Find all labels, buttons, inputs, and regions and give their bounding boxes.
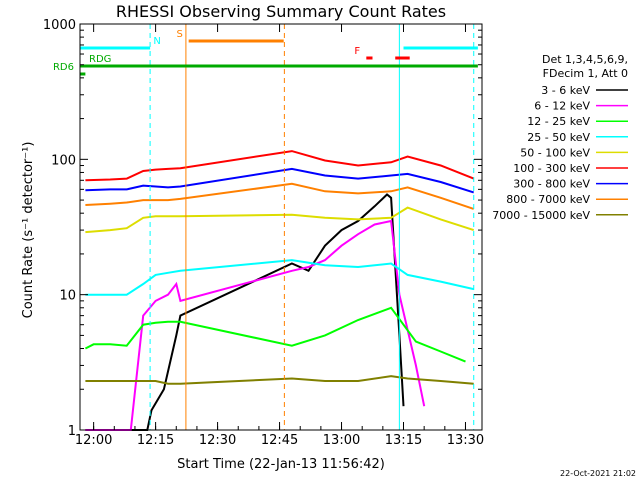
series-line-50-100-kev: [85, 206, 475, 234]
legend-label-6-12-kev: 6 - 12 keV: [534, 100, 590, 113]
y-tick-label-100: 100: [51, 153, 76, 168]
series-line-7000-15000-kev: [85, 375, 474, 385]
legend-label-100-300-kev: 100 - 300 keV: [513, 162, 590, 175]
x-tick-label-13-15: 13:15: [385, 433, 422, 448]
x-tick-label-13-00: 13:00: [323, 433, 360, 448]
x-tick-label-12-00: 12:00: [75, 433, 112, 448]
series-line-800-7000-kev: [85, 182, 475, 210]
x-tick-label-12-45: 12:45: [261, 433, 298, 448]
y-tick-label-1000: 1000: [43, 18, 76, 33]
legend-label-800-7000-kev: 800 - 7000 keV: [506, 193, 590, 206]
legend-label-12-25-kev: 12 - 25 keV: [527, 115, 590, 128]
y-tick-label-1: 1: [68, 424, 76, 439]
series-line-12-25-kev: [84, 306, 466, 363]
flag-layer: N S F RD6 RDG: [53, 29, 478, 76]
x-tick-label-12-30: 12:30: [199, 433, 236, 448]
footer-date: 22-Oct-2021 21:02: [560, 469, 636, 478]
flag-label-rd6: RD6: [53, 62, 74, 73]
legend-label-3-6-kev: 3 - 6 keV: [541, 84, 590, 97]
flag-label-s: S: [176, 29, 182, 40]
series-line-3-6-kev: [85, 193, 405, 431]
chart-title: RHESSI Observing Summary Count Rates: [116, 2, 446, 21]
flag-label-n: N: [153, 36, 160, 47]
vline-layer: [149, 24, 475, 430]
series-line-25-50-kev: [85, 259, 474, 296]
series-line-100-300-kev: [85, 150, 475, 182]
legend-label-300-800-kev: 300 - 800 keV: [513, 178, 590, 191]
y-tick-label-10: 10: [59, 289, 76, 304]
plot-frame: [79, 23, 483, 431]
y-axis-label: Count Rate (s⁻¹ detector⁻¹): [21, 142, 36, 319]
legend-label-50-100-kev: 50 - 100 keV: [520, 146, 590, 159]
axes-layer: 12:00 12:15 12:30 12:45 13:00 13:15 13:30 1 10 10…: [43, 18, 484, 448]
x-tick-label-12-15: 12:15: [137, 433, 174, 448]
series-layer: [84, 150, 475, 431]
flag-label-f: F: [354, 46, 360, 57]
flag-label-rdg: RDG: [89, 54, 111, 65]
legend-label-25-50-kev: 25 - 50 keV: [527, 131, 590, 144]
x-tick-label-13-30: 13:30: [447, 433, 484, 448]
legend-label-7000-15000-kev: 7000 - 15000 keV: [492, 209, 590, 222]
series-line-300-800-kev: [85, 167, 475, 194]
legend-header-line-1: Det 1,3,4,5,6,9,: [542, 53, 628, 66]
legend-header-line-2: FDecim 1, Att 0: [543, 67, 628, 80]
legend-layer: 3 - 6 keV 6 - 12 keV 12 - 25 keV 25 - 50 ke…: [492, 84, 628, 222]
x-axis-label: Start Time (22-Jan-13 11:56:42): [177, 457, 385, 472]
